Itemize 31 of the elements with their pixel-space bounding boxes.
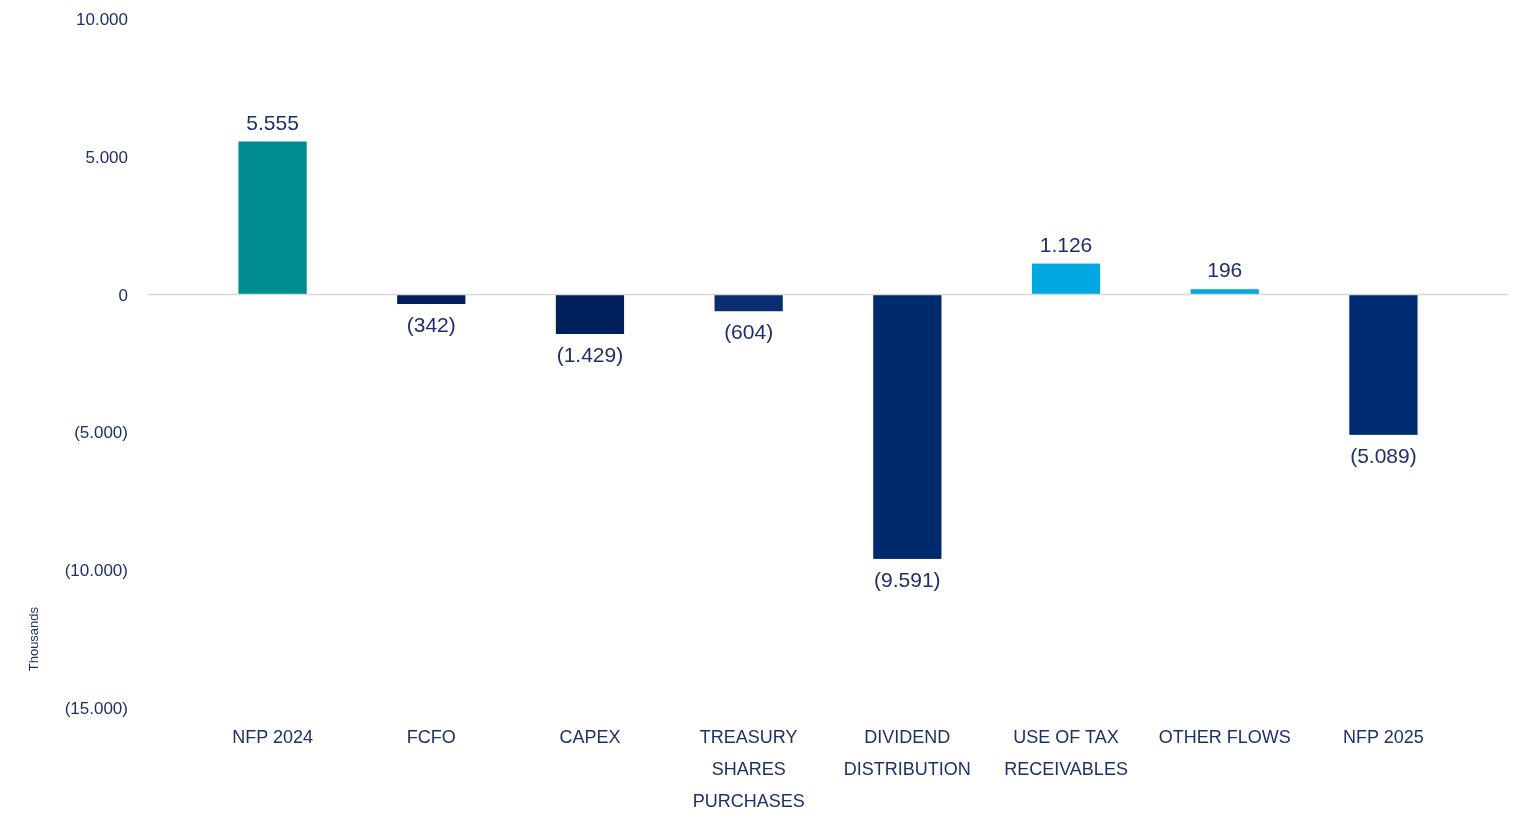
bar xyxy=(397,294,466,305)
bar xyxy=(873,294,942,559)
y-tick-label: (15.000) xyxy=(64,698,128,718)
x-tick-label: TREASURY SHARES PURCHASES xyxy=(692,727,805,811)
x-tick-label: USE OF TAX RECEIVABLES xyxy=(1004,727,1128,779)
data-label: 5.555 xyxy=(246,110,299,134)
bar xyxy=(1031,263,1101,295)
x-tick-label: NFP 2025 xyxy=(1343,727,1424,747)
y-tick-label: 10.000 xyxy=(76,9,128,29)
y-tick-label: 0 xyxy=(118,285,128,305)
bar xyxy=(555,294,625,334)
x-tick-label: DIVIDEND DISTRIBUTION xyxy=(843,727,971,779)
data-label: 196 xyxy=(1207,258,1243,282)
bar xyxy=(238,141,307,295)
data-label: (5.089) xyxy=(1350,443,1417,467)
y-tick-label: (5.000) xyxy=(74,423,128,443)
y-tick-label: (10.000) xyxy=(64,561,128,581)
bar xyxy=(1349,294,1418,435)
data-label: 1.126 xyxy=(1039,232,1093,256)
data-label: (342) xyxy=(406,313,456,337)
x-tick-label: CAPEX xyxy=(559,727,621,747)
x-tick-label: OTHER FLOWS xyxy=(1158,727,1291,747)
bar xyxy=(714,294,783,312)
data-label: (604) xyxy=(724,320,774,344)
x-tick-label: NFP 2024 xyxy=(232,727,313,747)
y-axis-title: Thousands xyxy=(26,606,41,672)
x-tick-label: FCFO xyxy=(406,727,456,747)
y-tick-label: 5.000 xyxy=(85,147,128,167)
data-label: (9.591) xyxy=(874,567,941,591)
bar xyxy=(1190,289,1259,295)
data-label: (1.429) xyxy=(556,342,624,366)
